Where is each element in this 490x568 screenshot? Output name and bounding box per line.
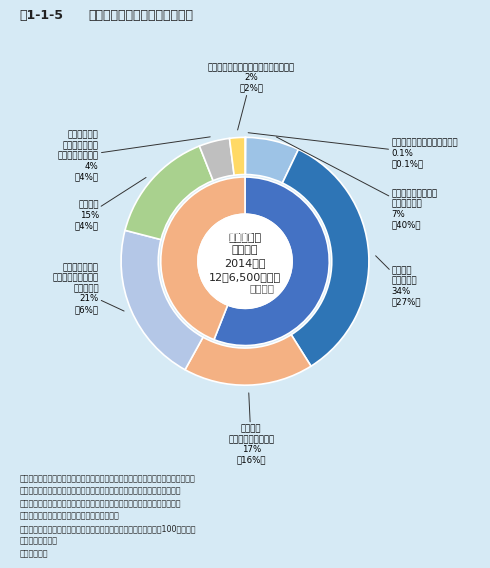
Text: 図1-1-5: 図1-1-5: [20, 9, 64, 22]
Text: エネルギー転換部門
（発電所等）
7%
（40%）: エネルギー転換部門 （発電所等） 7% （40%）: [276, 137, 438, 229]
Text: 直接排出: 直接排出: [227, 232, 252, 241]
Wedge shape: [121, 230, 203, 370]
Text: 2014年度: 2014年度: [224, 257, 266, 268]
Text: 二酸化炭素排出量の部門別内訳: 二酸化炭素排出量の部門別内訳: [88, 9, 193, 22]
Wedge shape: [161, 177, 245, 340]
Wedge shape: [245, 137, 246, 174]
Wedge shape: [199, 139, 234, 181]
Text: 業務その他部門
（商業・サービス・
事業所等）
21%
（6%）: 業務その他部門 （商業・サービス・ 事業所等） 21% （6%）: [52, 263, 124, 314]
Text: 家庭部門
15%
（4%）: 家庭部門 15% （4%）: [75, 177, 146, 231]
Wedge shape: [282, 149, 369, 366]
Wedge shape: [214, 177, 329, 345]
Text: 二酸化炭素: 二酸化炭素: [228, 233, 262, 243]
Text: 総排出鈇: 総排出鈇: [232, 245, 258, 255]
Text: 割合（上段の数字）を、それぞれ示している: 割合（上段の数字）を、それぞれ示している: [20, 512, 120, 521]
Text: その他（燃料からの漏出等）
0.1%
（0.1%）: その他（燃料からの漏出等） 0.1% （0.1%）: [248, 133, 458, 168]
Text: 間接排出: 間接排出: [250, 283, 275, 294]
Text: 工業プロセス
及び製品の使用
（石灰石消費等）
4%
（4%）: 工業プロセス 及び製品の使用 （石灰石消費等） 4% （4%）: [58, 131, 210, 181]
Text: 注１：内側の円は各部門の直接の排出量の割合（下段カッコ内の数字）を、また、: 注１：内側の円は各部門の直接の排出量の割合（下段カッコ内の数字）を、また、: [20, 474, 196, 483]
Text: 外側の円は電気事業者の発電に伴う排出量及び熱供給事業者の熱発生に伴: 外側の円は電気事業者の発電に伴う排出量及び熱供給事業者の熱発生に伴: [20, 487, 181, 496]
Text: 12億6,500万トン: 12億6,500万トン: [209, 273, 281, 282]
Text: ないことがある: ないことがある: [20, 537, 58, 546]
Text: 資料：環境省: 資料：環境省: [20, 549, 48, 558]
Wedge shape: [185, 335, 311, 385]
Text: ２：統計誤差、四捨五入等のため、排出量割合の合計は必ずしも100％になら: ２：統計誤差、四捨五入等のため、排出量割合の合計は必ずしも100％になら: [20, 524, 196, 533]
Text: う排出量を電力消費量及び熱消費量に応じて最終需要部門に配分した後の: う排出量を電力消費量及び熱消費量に応じて最終需要部門に配分した後の: [20, 499, 181, 508]
Text: 産業部門
（工場等）
34%
（27%）: 産業部門 （工場等） 34% （27%）: [376, 256, 421, 306]
Wedge shape: [245, 137, 298, 183]
Text: 運輸部門
（自動車・船舞等）
17%
（16%）: 運輸部門 （自動車・船舞等） 17% （16%）: [228, 393, 274, 465]
Circle shape: [198, 214, 292, 308]
Text: 廃棄物（プラスチック、廃油の焼却）
2%
（2%）: 廃棄物（プラスチック、廃油の焼却） 2% （2%）: [208, 63, 295, 130]
Wedge shape: [125, 146, 213, 240]
Wedge shape: [229, 137, 245, 175]
